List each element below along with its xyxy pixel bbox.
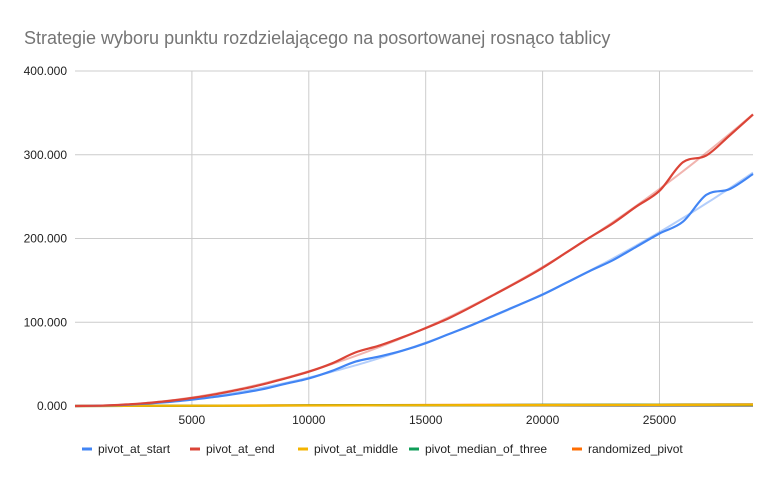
y-tick-label: 200.000 bbox=[24, 232, 68, 246]
chart-title: Strategie wyboru punktu rozdzielającego … bbox=[24, 28, 610, 48]
trendlines bbox=[75, 113, 754, 408]
legend-label: pivot_at_start bbox=[98, 442, 171, 456]
legend-label: pivot_at_end bbox=[206, 442, 275, 456]
x-tick-label: 5000 bbox=[179, 413, 206, 427]
trendline-pivot-at-end bbox=[75, 113, 754, 408]
series-line-pivot-at-end bbox=[74, 113, 754, 408]
y-axis-tick-labels: 0.000 100.000 200.000 300.000 400.000 bbox=[24, 64, 68, 413]
x-tick-label: 15000 bbox=[409, 413, 443, 427]
series-line-pivot-at-start bbox=[74, 173, 754, 408]
y-tick-label: 0.000 bbox=[37, 399, 67, 413]
series-line-pivot-at-middle bbox=[74, 403, 754, 408]
x-tick-label: 20000 bbox=[526, 413, 560, 427]
y-tick-label: 100.000 bbox=[24, 315, 68, 329]
x-tick-label: 25000 bbox=[643, 413, 677, 427]
x-axis-tick-labels: 5000 10000 15000 20000 25000 bbox=[179, 413, 677, 427]
legend-label: pivot_median_of_three bbox=[425, 442, 547, 456]
trendline-pivot-at-start bbox=[75, 171, 754, 407]
grid bbox=[75, 70, 753, 407]
legend: pivot_at_start pivot_at_end pivot_at_middl… bbox=[82, 442, 683, 456]
series-lines bbox=[74, 113, 754, 408]
y-tick-label: 400.000 bbox=[24, 64, 68, 78]
y-tick-label: 300.000 bbox=[24, 148, 68, 162]
legend-label: randomized_pivot bbox=[588, 442, 683, 456]
x-tick-label: 10000 bbox=[292, 413, 326, 427]
legend-label: pivot_at_middle bbox=[314, 442, 398, 456]
